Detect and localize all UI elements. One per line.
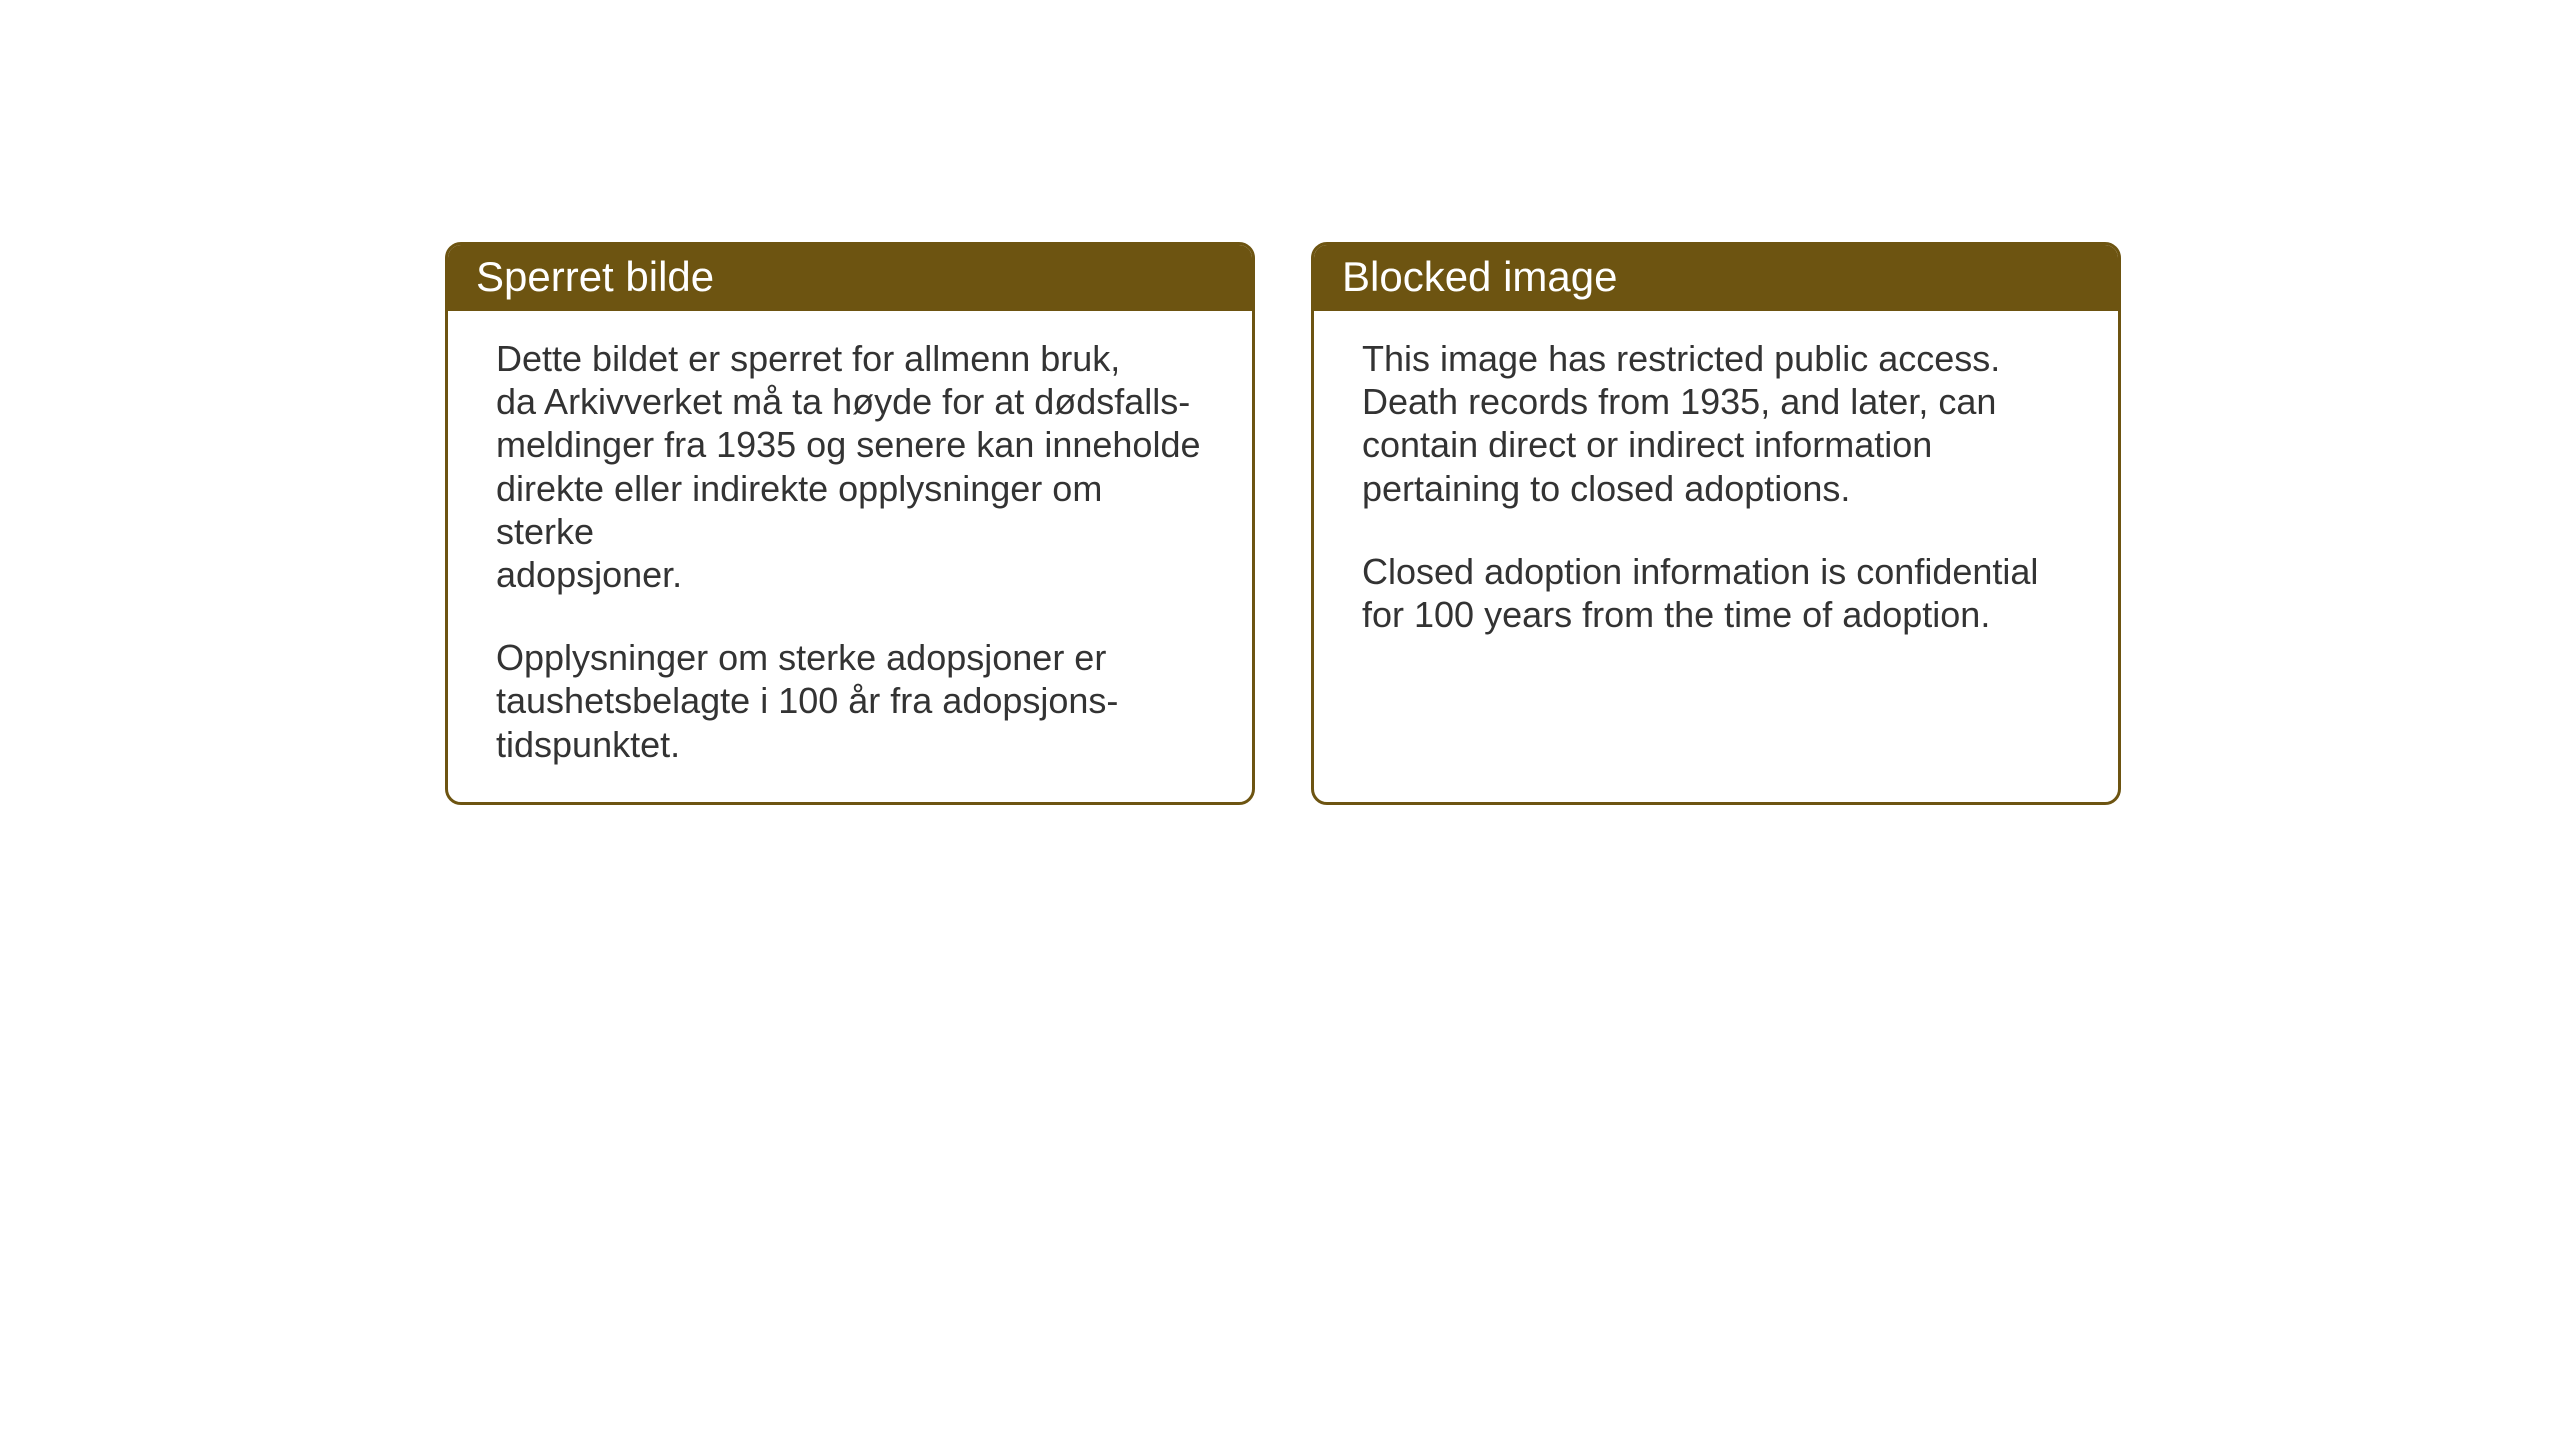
english-paragraph-1: This image has restricted public access.… (1362, 337, 2070, 510)
english-notice-card: Blocked image This image has restricted … (1311, 242, 2121, 805)
english-paragraph-2: Closed adoption information is confident… (1362, 550, 2070, 636)
notice-cards-container: Sperret bilde Dette bildet er sperret fo… (445, 242, 2121, 805)
english-card-title: Blocked image (1314, 245, 2118, 311)
norwegian-card-title: Sperret bilde (448, 245, 1252, 311)
norwegian-card-body: Dette bildet er sperret for allmenn bruk… (448, 311, 1252, 802)
norwegian-notice-card: Sperret bilde Dette bildet er sperret fo… (445, 242, 1255, 805)
norwegian-paragraph-1: Dette bildet er sperret for allmenn bruk… (496, 337, 1204, 596)
english-card-body: This image has restricted public access.… (1314, 311, 2118, 751)
norwegian-paragraph-2: Opplysninger om sterke adopsjoner er tau… (496, 636, 1204, 766)
